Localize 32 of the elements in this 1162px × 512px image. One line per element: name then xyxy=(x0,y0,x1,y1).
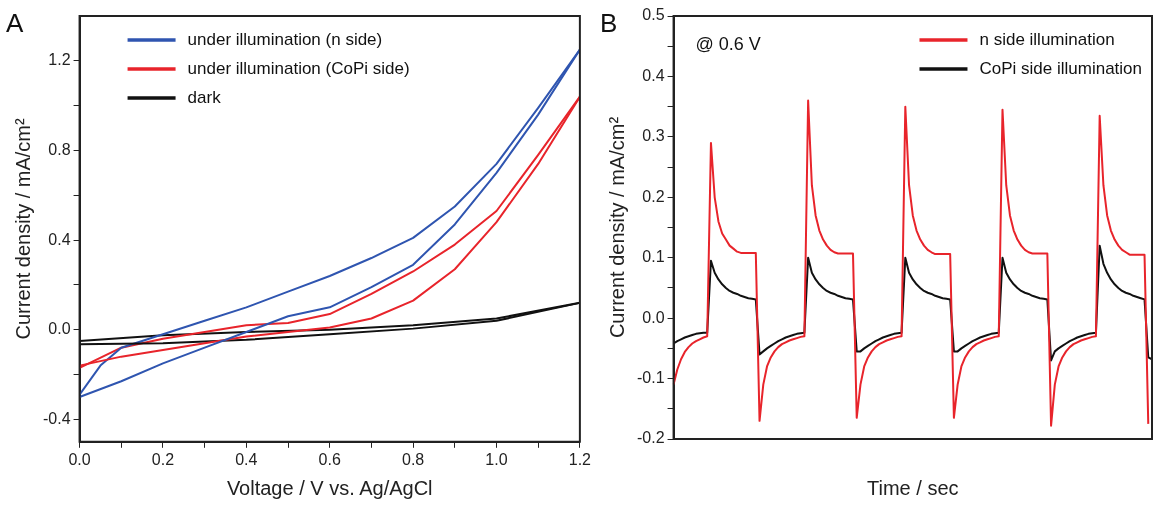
x-tick-label: 0.2 xyxy=(151,450,175,468)
x-axis-title: Voltage / V vs. Ag/AgCl xyxy=(226,476,433,499)
annotation: @ 0.6 V xyxy=(695,33,761,54)
legend-label: under illumination (CoPi side) xyxy=(187,58,410,78)
y-tick-label: 0.4 xyxy=(48,230,71,248)
y-tick-label: 0.0 xyxy=(48,320,71,338)
y-tick-label: 0.3 xyxy=(642,127,665,145)
x-tick-label: 0.6 xyxy=(318,450,341,468)
x-tick-label: 0.8 xyxy=(401,450,425,468)
y-tick-label: 0.8 xyxy=(48,140,71,158)
y-axis-title: Current density / mA/cm² xyxy=(11,117,34,340)
chart-title: B xyxy=(600,8,618,39)
x-tick-label: 0.4 xyxy=(235,450,258,468)
y-tick-label: -0.4 xyxy=(42,409,71,427)
y-tick-label: -0.2 xyxy=(636,429,665,447)
legend-label: n side illumination xyxy=(979,29,1115,49)
y-tick-label: 0.0 xyxy=(642,308,665,326)
y-tick-label: 0.1 xyxy=(642,248,665,266)
chart-title: A xyxy=(6,8,24,39)
y-tick-label: 0.5 xyxy=(642,6,665,24)
x-axis-title: Time / sec xyxy=(867,476,959,499)
x-tick-label: 0.0 xyxy=(68,450,91,468)
legend-label: under illumination (n side) xyxy=(187,29,383,49)
y-tick-label: 1.2 xyxy=(48,51,71,69)
y-tick-label: -0.1 xyxy=(636,368,665,386)
x-tick-label: 1.2 xyxy=(568,450,592,468)
y-tick-label: 0.2 xyxy=(642,187,665,205)
x-tick-label: 1.0 xyxy=(485,450,508,468)
legend-label: CoPi side illumination xyxy=(979,58,1143,78)
y-tick-label: 0.4 xyxy=(642,66,665,84)
legend-label: dark xyxy=(187,87,222,107)
y-axis-title: Current density / mA/cm² xyxy=(605,116,628,339)
